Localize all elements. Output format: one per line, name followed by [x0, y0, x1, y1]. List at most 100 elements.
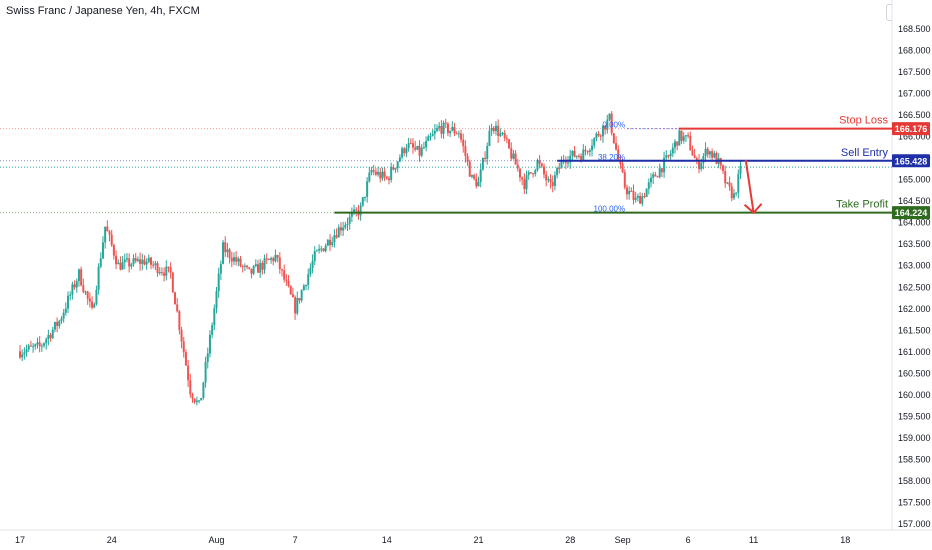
candle-body: [88, 298, 91, 302]
candle-body: [154, 263, 157, 265]
candle-body: [324, 245, 327, 252]
candle-body: [355, 209, 358, 211]
candle-body: [156, 263, 159, 274]
candle-body: [128, 258, 131, 267]
candle-body: [206, 353, 209, 362]
fib-level-label: 100.00%: [594, 205, 626, 214]
candle-body: [575, 155, 578, 157]
candle-body: [289, 286, 292, 295]
candle-body: [422, 147, 425, 149]
candle-body: [141, 259, 144, 264]
candle-body: [418, 145, 421, 156]
candle-body: [241, 266, 244, 268]
candle-body: [167, 266, 170, 268]
candle-body: [503, 132, 506, 139]
candle-body: [577, 155, 580, 157]
candle-body: [534, 170, 537, 175]
candle-body: [178, 311, 181, 330]
candle-body: [191, 394, 194, 399]
candle-body: [427, 136, 430, 142]
candle-body: [296, 298, 299, 314]
candle-body: [230, 258, 233, 262]
candle-body: [252, 266, 255, 274]
candle-body: [73, 284, 76, 288]
candle-body: [169, 267, 172, 273]
candle-body: [700, 162, 703, 170]
candle-body: [108, 231, 111, 235]
candle-body: [139, 259, 142, 264]
candle-body: [442, 122, 445, 134]
candle-body: [612, 133, 615, 144]
candle-body: [40, 345, 43, 347]
candle-body: [21, 354, 24, 358]
candle-body: [658, 168, 661, 178]
candle-body: [514, 153, 517, 165]
candle-body: [259, 262, 262, 273]
candle-body: [599, 135, 602, 137]
candle-body: [628, 190, 631, 195]
candle-body: [475, 178, 478, 187]
y-tick-label: 160.500: [898, 368, 931, 378]
candle-body: [101, 242, 104, 259]
candle-body: [455, 133, 458, 135]
candle-body: [110, 234, 113, 246]
candle-body: [735, 192, 738, 194]
candle-body: [392, 167, 395, 170]
candle-body: [278, 257, 281, 270]
candle-body: [470, 175, 473, 177]
candle-body: [416, 145, 419, 150]
candle-body: [298, 298, 301, 301]
candle-body: [639, 196, 642, 204]
candle-body: [532, 173, 535, 175]
candle-body: [682, 136, 685, 141]
candle-body: [145, 262, 148, 265]
candle-body: [678, 130, 681, 146]
candle-body: [680, 130, 683, 141]
candle-body: [479, 169, 482, 182]
candle-body: [261, 262, 264, 270]
candle-body: [460, 133, 463, 140]
candle-body: [558, 167, 561, 169]
candle-body: [582, 149, 585, 160]
candle-body: [516, 164, 519, 169]
candle-body: [488, 130, 491, 147]
candle-body: [588, 150, 591, 153]
candle-body: [593, 138, 596, 146]
candle-body: [619, 159, 622, 164]
candle-body: [254, 264, 257, 267]
candle-body: [521, 177, 524, 180]
candle-body: [250, 268, 253, 274]
y-tick-label: 163.500: [898, 239, 931, 249]
candle-body: [34, 344, 37, 347]
candle-body: [567, 162, 570, 164]
candle-body: [160, 272, 163, 274]
candle-body: [270, 258, 273, 260]
candle-body: [75, 281, 78, 288]
candle-body: [730, 186, 733, 199]
candle-body: [235, 257, 238, 262]
candle-body: [281, 269, 283, 271]
candle-body: [80, 269, 83, 286]
chart-title: Swiss Franc / Japanese Yen, 4h, FXCM: [6, 5, 200, 17]
candle-body: [123, 259, 126, 263]
candle-body: [676, 141, 679, 146]
level-price-tag: [892, 154, 930, 168]
candle-body: [208, 334, 211, 354]
y-tick-label: 162.000: [898, 304, 931, 314]
candle-body: [99, 258, 102, 267]
candle-body: [715, 153, 718, 164]
candle-body: [409, 143, 412, 145]
candle-body: [49, 334, 52, 338]
candle-body: [453, 127, 456, 134]
candle-body: [545, 174, 548, 181]
candle-body: [366, 181, 369, 197]
candle-body: [294, 297, 297, 314]
candle-body: [436, 128, 439, 131]
candle-body: [305, 285, 308, 287]
candle-body: [538, 160, 541, 164]
candle-body: [674, 141, 676, 148]
candle-body: [158, 272, 161, 274]
price-axis[interactable]: [892, 0, 932, 550]
candle-body: [248, 267, 251, 269]
